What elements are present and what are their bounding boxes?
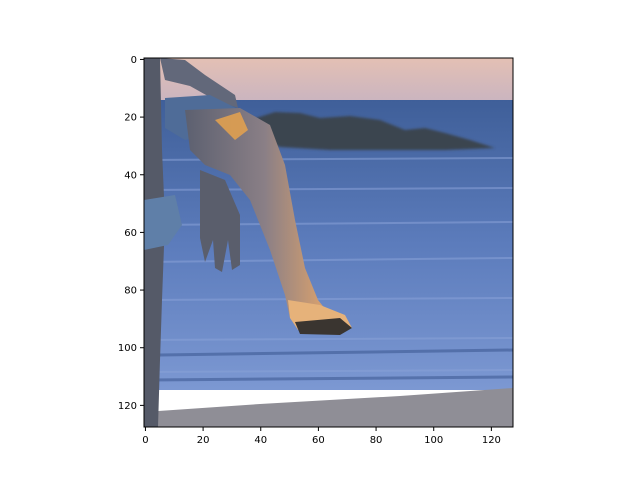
x-tick-label: 0 bbox=[142, 435, 148, 446]
sandal bbox=[295, 318, 352, 335]
photo-image bbox=[144, 58, 513, 427]
y-tick-label: 40 bbox=[124, 170, 137, 181]
raised-leg bbox=[185, 108, 330, 322]
x-tick-label: 20 bbox=[197, 435, 210, 446]
shorts bbox=[144, 195, 182, 250]
wave-shadows bbox=[149, 348, 513, 382]
y-tick-label: 100 bbox=[118, 343, 137, 354]
y-tick-label: 60 bbox=[124, 228, 137, 239]
x-tick-label: 80 bbox=[370, 435, 383, 446]
x-tick-label: 40 bbox=[254, 435, 267, 446]
y-tick-label: 80 bbox=[124, 286, 137, 297]
y-tick-label: 0 bbox=[131, 55, 137, 66]
hand bbox=[200, 170, 240, 272]
rocks bbox=[250, 112, 495, 150]
arm bbox=[160, 58, 238, 108]
y-tick-label: 20 bbox=[124, 113, 137, 124]
x-axis: 0 20 40 60 80 100 120 bbox=[142, 427, 501, 446]
x-tick-label: 120 bbox=[482, 435, 501, 446]
beach-sand bbox=[144, 388, 513, 427]
y-axis: 0 20 40 60 80 100 120 bbox=[118, 55, 144, 412]
x-tick-label: 60 bbox=[312, 435, 325, 446]
x-tick-label: 100 bbox=[424, 435, 443, 446]
knee-highlight bbox=[215, 112, 248, 140]
y-tick-label: 120 bbox=[118, 401, 137, 412]
axes-frame bbox=[143, 57, 514, 428]
